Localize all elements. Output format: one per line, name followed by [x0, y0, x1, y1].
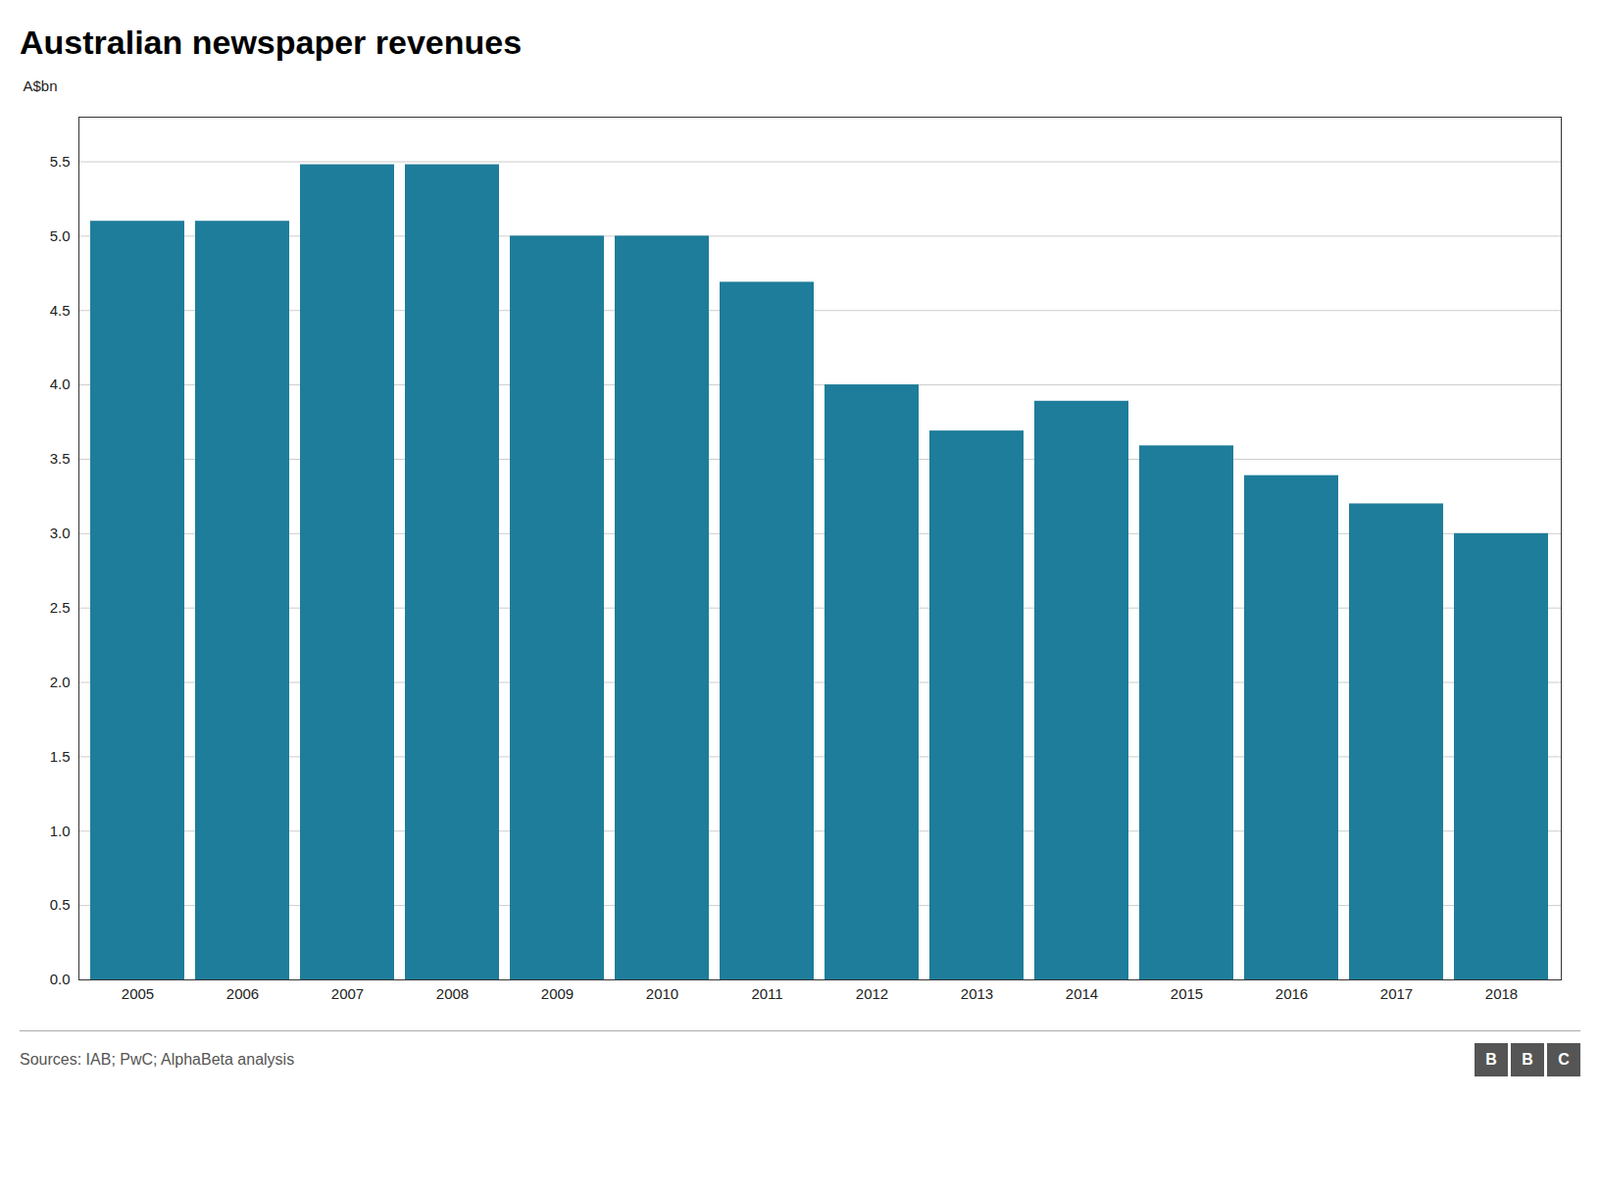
html-text:Sources: IAB; PwC; AlphaBeta a: Sources: IAB; PwC; AlphaBeta analysis [19, 1050, 295, 1068]
html-text:Australian newspaper revenues: Australian newspaper revenues [19, 23, 522, 61]
html-text:C: C [1558, 1050, 1570, 1068]
svg-text:3.5: 3.5 [50, 450, 71, 467]
svg-text:5.5: 5.5 [50, 152, 71, 170]
svg-text:2016: 2016 [1275, 985, 1308, 1002]
svg-text:2.5: 2.5 [50, 599, 71, 616]
svg-text:4.0: 4.0 [50, 375, 71, 393]
svg-text:2013: 2013 [960, 985, 994, 1002]
svg-text:2009: 2009 [541, 985, 574, 1002]
svg-text:2.0: 2.0 [50, 673, 71, 691]
svg-text:0.0: 0.0 [50, 970, 71, 988]
svg-text:1.0: 1.0 [50, 822, 71, 840]
svg-text:1.5: 1.5 [50, 748, 71, 765]
svg-text:2008: 2008 [436, 985, 469, 1002]
html-text:B: B [1485, 1050, 1497, 1068]
svg-text:2011: 2011 [750, 985, 783, 1002]
svg-text:4.5: 4.5 [50, 301, 71, 319]
svg-text:2014: 2014 [1065, 985, 1099, 1002]
svg-text:2012: 2012 [855, 985, 889, 1002]
svg-text:2006: 2006 [226, 985, 259, 1002]
svg-text:A$bn: A$bn [23, 77, 58, 95]
svg-text:2015: 2015 [1170, 985, 1203, 1002]
svg-text:3.0: 3.0 [50, 524, 71, 542]
svg-text:2005: 2005 [121, 985, 154, 1002]
svg-text:2010: 2010 [646, 985, 679, 1002]
html-text:B: B [1521, 1050, 1534, 1068]
svg-text:5.0: 5.0 [50, 227, 71, 245]
svg-text:2017: 2017 [1380, 985, 1413, 1002]
svg-text:2007: 2007 [331, 985, 364, 1002]
svg-text:2018: 2018 [1485, 985, 1518, 1002]
svg-text:0.5: 0.5 [50, 896, 71, 913]
